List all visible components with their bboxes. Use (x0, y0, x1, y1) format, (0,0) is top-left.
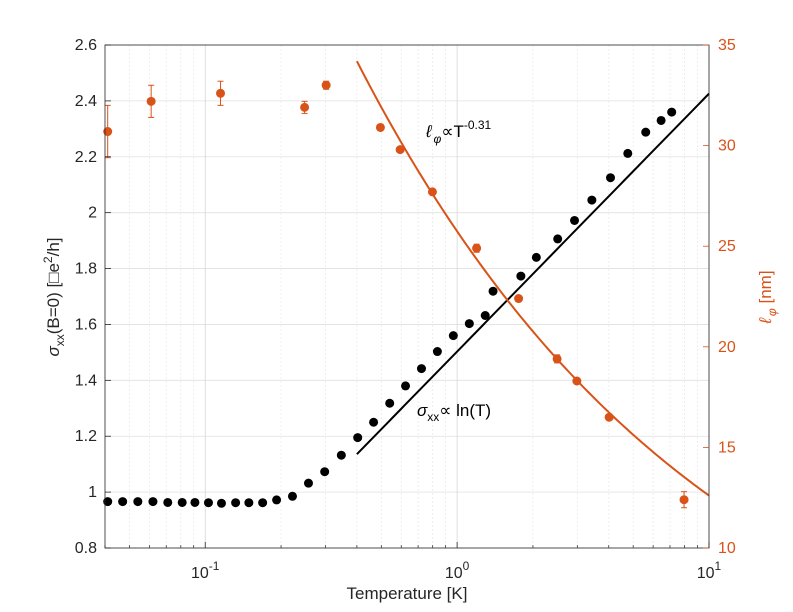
data-point-l_phi (395, 145, 405, 155)
right-tick-label: 10 (718, 540, 736, 557)
annotation-sigma-log: σxx∝ ln(T) (417, 401, 491, 424)
data-point-sigma_xx (353, 433, 363, 443)
data-point-l_phi (604, 412, 614, 422)
data-point-sigma_xx (118, 497, 128, 507)
right-tick-label: 20 (718, 339, 736, 356)
x-axis-ticks: 10-1 100 101 (104, 542, 722, 582)
data-point-sigma_xx (480, 311, 490, 321)
data-point-l_phi (321, 80, 331, 90)
data-point-l_phi (552, 354, 562, 364)
data-point-sigma_xx (432, 347, 442, 357)
left-tick-label: 2.2 (75, 149, 97, 166)
data-point-sigma_xx (488, 286, 498, 296)
left-tick-label: 1.4 (75, 372, 97, 389)
data-point-sigma_xx (416, 364, 426, 374)
data-point-l_phi (514, 294, 524, 304)
left-tick-label: 2 (88, 205, 97, 222)
left-axis-label: σxx(B=0) [□e2/h] (41, 237, 67, 356)
data-point-sigma_xx (303, 478, 313, 488)
annotation-lphi-power-law: ℓ φ∝T-0.31 (425, 118, 492, 146)
data-point-sigma_xx (133, 497, 143, 507)
data-point-sigma_xx (516, 271, 526, 281)
data-point-sigma_xx (163, 497, 173, 507)
left-tick-label: 2.4 (75, 93, 97, 110)
right-axis-ticks: 10 15 20 25 30 35 (703, 37, 736, 557)
data-point-sigma_xx (320, 467, 330, 477)
fit-line-lphi_fit (355, 60, 710, 497)
data-point-sigma_xx (623, 148, 633, 158)
data-point-sigma_xx (231, 498, 241, 508)
data-point-l_phi (679, 495, 689, 505)
data-point-sigma_xx (401, 381, 411, 391)
fit-lines (355, 60, 710, 497)
data-point-sigma_xx (190, 497, 200, 507)
data-point-sigma_xx (531, 252, 541, 262)
data-point-sigma_xx (203, 498, 213, 508)
data-point-sigma_xx (667, 107, 677, 117)
left-tick-label: 2.6 (75, 37, 97, 54)
x-axis-label: Temperature [K] (347, 584, 468, 603)
data-point-sigma_xx (258, 498, 268, 508)
data-point-sigma_xx (103, 497, 113, 507)
right-tick-label: 25 (718, 238, 736, 255)
data-point-sigma_xx (177, 497, 187, 507)
data-point-sigma_xx (656, 115, 666, 125)
plot-frame (104, 44, 710, 549)
right-tick-label: 30 (718, 138, 736, 155)
left-axis-ticks: 0.8 1 1.2 1.4 1.6 1.8 2 2.2 2.4 2.6 (75, 37, 111, 557)
data-point-sigma_xx (148, 497, 158, 507)
right-tick-label: 15 (718, 439, 736, 456)
x-tick-label: 100 (445, 559, 470, 582)
left-tick-label: 1.2 (75, 428, 97, 445)
data-point-l_phi (146, 96, 156, 106)
data-point-sigma_xx (385, 398, 395, 408)
plot-background (105, 45, 709, 548)
data-point-sigma_xx (553, 234, 563, 244)
data-point-sigma_xx (606, 173, 616, 183)
data-points (103, 80, 689, 509)
left-tick-label: 1 (88, 484, 97, 501)
data-point-sigma_xx (448, 331, 458, 341)
data-point-l_phi (375, 122, 385, 132)
x-tick-label: 10-1 (191, 559, 220, 582)
data-point-sigma_xx (641, 127, 651, 137)
data-point-l_phi (216, 88, 226, 98)
data-point-sigma_xx (369, 417, 379, 427)
data-point-sigma_xx (336, 450, 346, 460)
data-point-l_phi (300, 102, 310, 112)
data-point-sigma_xx (272, 495, 282, 505)
x-tick-label: 101 (697, 559, 722, 582)
data-point-sigma_xx (464, 319, 474, 329)
data-point-l_phi (572, 376, 582, 386)
left-tick-label: 0.8 (75, 540, 97, 557)
left-tick-label: 1.8 (75, 261, 97, 278)
right-axis-label: ℓφ [nm] (756, 270, 779, 324)
fit-line-sigma_fit (356, 92, 710, 455)
data-point-l_phi (472, 243, 482, 253)
data-point-sigma_xx (287, 491, 297, 501)
left-tick-label: 1.6 (75, 316, 97, 333)
right-tick-label: 35 (718, 37, 736, 54)
data-point-sigma_xx (587, 195, 597, 205)
data-point-l_phi (103, 127, 113, 137)
data-point-l_phi (427, 187, 437, 197)
data-point-sigma_xx (216, 498, 226, 508)
data-point-sigma_xx (244, 498, 254, 508)
data-point-sigma_xx (570, 215, 580, 225)
